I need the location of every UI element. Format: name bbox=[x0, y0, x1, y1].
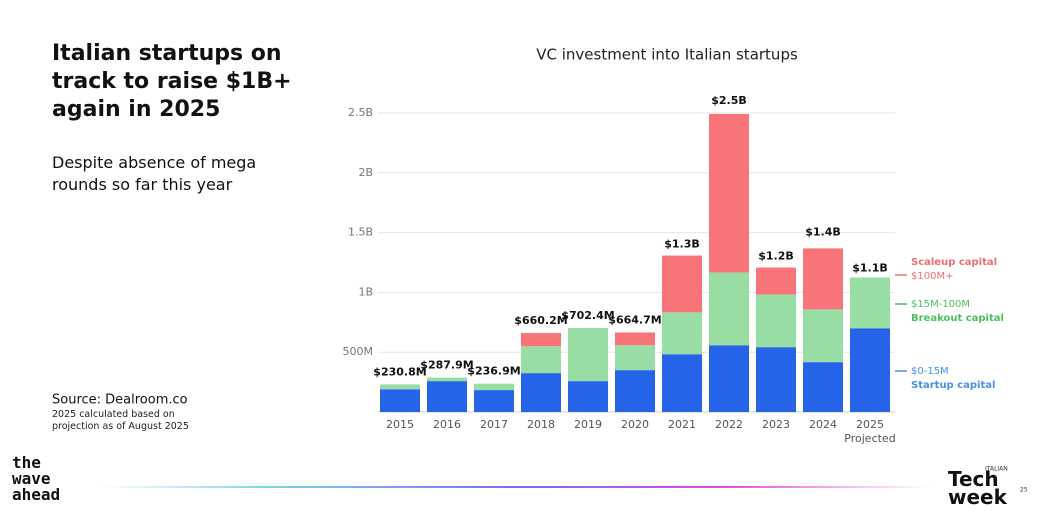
bar-segment bbox=[803, 309, 843, 363]
total-label: $660.2M bbox=[514, 314, 567, 327]
title-box: Italian startups on track to raise $1B+ … bbox=[52, 41, 292, 122]
bar-segment bbox=[521, 346, 561, 374]
logo-left-box: the wave ahead bbox=[12, 455, 61, 504]
source: Source: Dealroom.co bbox=[52, 393, 188, 408]
x-tick-label: 2023 bbox=[762, 418, 790, 431]
bar-segment bbox=[615, 370, 655, 412]
bar-segment bbox=[662, 354, 702, 412]
x-tick-label: 2020 bbox=[621, 418, 649, 431]
legend-name: $15M-100M bbox=[911, 299, 970, 310]
y-tick-label: 2.5B bbox=[348, 106, 373, 119]
subtitle-box: Despite absence of mega rounds so far th… bbox=[52, 153, 257, 194]
total-label: $664.7M bbox=[608, 314, 661, 327]
bar-segment bbox=[427, 377, 467, 382]
total-label: $1.1B bbox=[852, 261, 888, 274]
bar-segment bbox=[709, 113, 749, 273]
total-label: $236.9M bbox=[467, 365, 520, 378]
logo-year: 25 bbox=[1020, 487, 1028, 494]
divider bbox=[100, 486, 930, 488]
bar-segment bbox=[756, 347, 796, 412]
logo-small: ITALIAN bbox=[985, 466, 1008, 473]
bar-segment bbox=[521, 373, 561, 412]
total-label: $702.4M bbox=[561, 309, 614, 322]
bar-segment bbox=[568, 328, 608, 382]
legend-name: $0-15M bbox=[911, 366, 949, 377]
y-tick-label: 1B bbox=[358, 285, 373, 298]
logo-right-box: Tech week bbox=[948, 470, 1007, 509]
legend-name: $100M+ bbox=[911, 271, 953, 282]
bar-segment bbox=[709, 345, 749, 412]
bar-segment bbox=[380, 389, 420, 412]
total-label: $1.2B bbox=[758, 249, 794, 262]
bar-segment bbox=[521, 333, 561, 347]
bar-segment bbox=[474, 383, 514, 391]
x-tick-label: 2024 bbox=[809, 418, 837, 431]
x-tick-label: 2016 bbox=[433, 418, 461, 431]
chart-title: VC investment into Italian startups bbox=[536, 46, 798, 64]
bar-segment bbox=[803, 248, 843, 310]
bar-segment bbox=[474, 390, 514, 412]
x-tick-label: 2025 bbox=[856, 418, 884, 431]
total-label: $2.5B bbox=[711, 94, 747, 107]
source-note: 2025 calculated based on projection as o… bbox=[52, 409, 189, 432]
total-label: $1.3B bbox=[664, 238, 700, 251]
y-tick-label: 500M bbox=[343, 345, 374, 358]
x-tick-label: 2017 bbox=[480, 418, 508, 431]
bar-segment bbox=[427, 381, 467, 412]
bar-segment bbox=[850, 277, 890, 329]
bar-segment bbox=[709, 272, 749, 346]
slide-subtitle: Despite absence of mega rounds so far th… bbox=[52, 153, 257, 194]
note-box: 2025 calculated based on projection as o… bbox=[52, 409, 189, 432]
bar-segment bbox=[568, 381, 608, 412]
total-label: $287.9M bbox=[420, 359, 473, 372]
total-label: $230.8M bbox=[373, 365, 426, 378]
bar-segment bbox=[850, 328, 890, 412]
x-annotation: Projected bbox=[844, 432, 895, 445]
bar-segment bbox=[662, 255, 702, 313]
bar-segment bbox=[615, 332, 655, 346]
logo-left: the wave ahead bbox=[12, 455, 61, 504]
bar-segment bbox=[756, 294, 796, 348]
legend-description: Breakout capital bbox=[911, 313, 1004, 324]
legend-description: Startup capital bbox=[911, 380, 995, 391]
y-tick-label: 2B bbox=[358, 166, 373, 179]
x-tick-label: 2018 bbox=[527, 418, 555, 431]
x-tick-label: 2015 bbox=[386, 418, 414, 431]
bar-segment bbox=[615, 345, 655, 371]
x-tick-label: 2021 bbox=[668, 418, 696, 431]
bar-segment bbox=[803, 362, 843, 412]
x-tick-label: 2022 bbox=[715, 418, 743, 431]
bar-segment bbox=[756, 267, 796, 295]
total-label: $1.4B bbox=[805, 226, 841, 239]
slide-title: Italian startups on track to raise $1B+ … bbox=[52, 41, 292, 122]
logo-right: Tech week bbox=[948, 470, 1007, 509]
y-tick-label: 1.5B bbox=[348, 226, 373, 239]
bar-segment bbox=[380, 384, 420, 390]
x-tick-label: 2019 bbox=[574, 418, 602, 431]
legend-description: Scaleup capital bbox=[911, 257, 997, 268]
bar-segment bbox=[662, 312, 702, 355]
